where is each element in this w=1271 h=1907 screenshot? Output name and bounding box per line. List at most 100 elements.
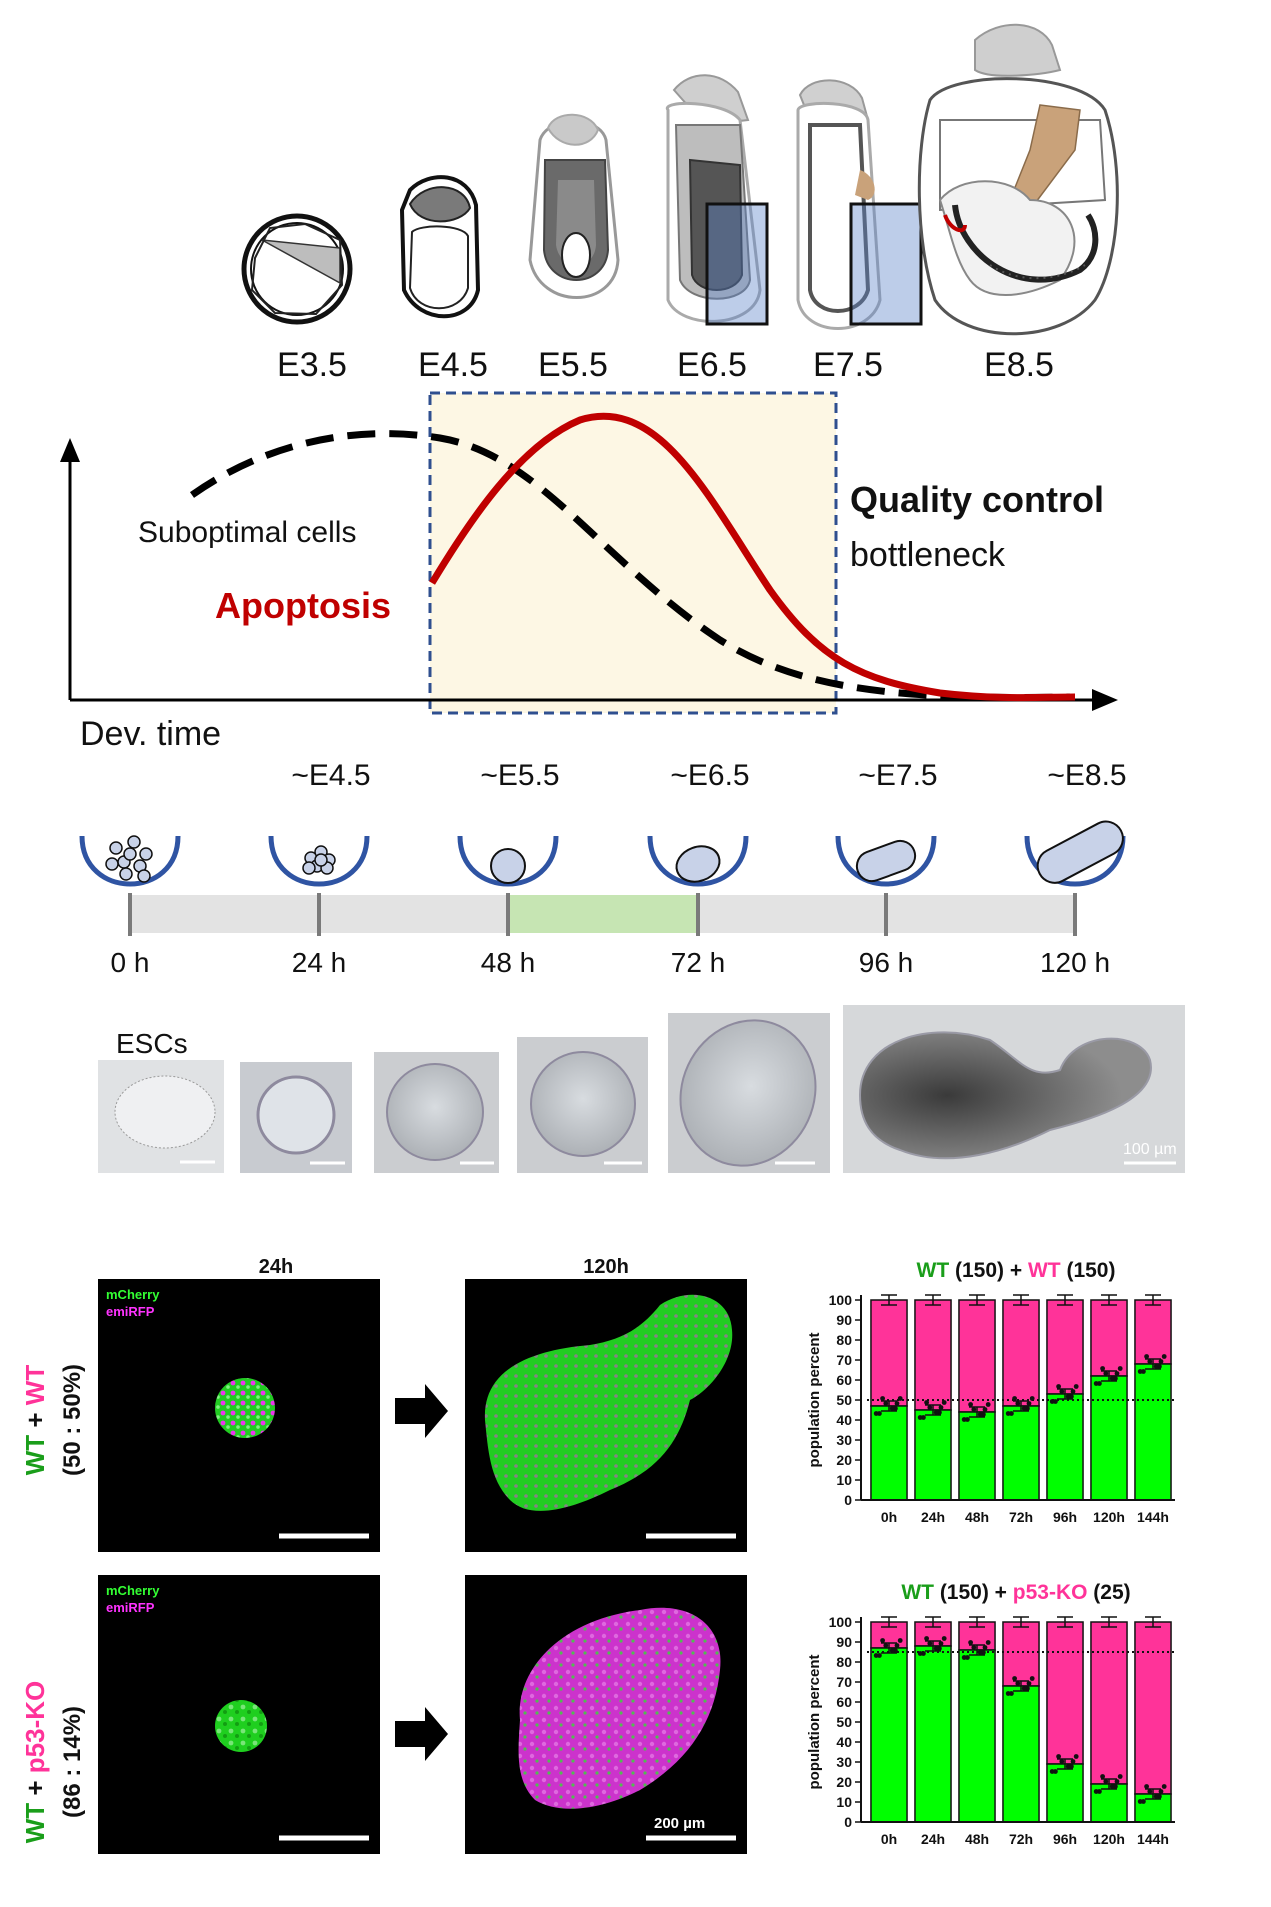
- replicate-point: [1012, 1676, 1017, 1681]
- timeline-equivalent-label: ~E4.5: [291, 759, 370, 792]
- cell-1: [127, 835, 141, 849]
- replicate-point: [1065, 1394, 1071, 1399]
- y-tick-label: 90: [836, 1634, 852, 1650]
- replicate-point: [924, 1636, 929, 1641]
- timeline-equivalent-label: ~E7.5: [858, 759, 937, 792]
- x-tick-label: 144h: [1137, 1831, 1169, 1847]
- replicate-point: [971, 1645, 977, 1650]
- bar-segment-mcherry: [914, 1409, 952, 1501]
- bar-segment-mcherry: [914, 1645, 952, 1823]
- replicate-point: [982, 1407, 988, 1412]
- replicate-point: [883, 1401, 889, 1406]
- replicate-point: [1021, 1406, 1027, 1411]
- timeline-hour-label: 0 h: [111, 947, 150, 978]
- replicate-point: [1161, 1354, 1167, 1359]
- cell-7: [119, 867, 133, 881]
- replicate-point: [1056, 1754, 1061, 1759]
- row2-arrow: [395, 1707, 448, 1761]
- replicate-point: [1147, 1789, 1153, 1794]
- replicate-point: [1161, 1784, 1167, 1789]
- y-tick-label: 40: [836, 1412, 852, 1428]
- timeline-hour-label: 72 h: [671, 947, 726, 978]
- replicate-point: [1029, 1676, 1035, 1681]
- y-tick-label: 80: [836, 1654, 852, 1670]
- replicate-point: [985, 1640, 991, 1645]
- aggregate-cell-6: [314, 853, 328, 867]
- replicate-point: [977, 1412, 983, 1417]
- replicate-point: [1049, 1769, 1055, 1774]
- replicate-point: [1153, 1794, 1159, 1799]
- replicate-point: [933, 1410, 939, 1415]
- embryo-e5-5-illustration: [528, 113, 620, 299]
- bar-segment-mcherry: [1002, 1685, 1040, 1823]
- x-tick-label: 72h: [1009, 1831, 1033, 1847]
- organoid-48h: [490, 848, 526, 884]
- replicate-point: [1144, 1354, 1149, 1359]
- cell-2: [139, 847, 153, 861]
- x-tick-label: 96h: [1053, 1509, 1077, 1525]
- embryo-e7-5-illustration: [796, 79, 923, 330]
- micrograph-96h: [668, 1013, 830, 1173]
- x-tick-label: 24h: [921, 1831, 945, 1847]
- replicate-point: [1015, 1401, 1021, 1406]
- x-axis-arrow: [1092, 689, 1118, 711]
- chart-wt-wt: WT (150) + WT (150) population percent 0h 2…: [806, 1259, 1175, 1525]
- chart-title: WT (150) + WT (150): [917, 1259, 1116, 1282]
- bar-segment-emirfp: [1134, 1299, 1172, 1365]
- cell-5: [105, 857, 119, 871]
- x-tick-label: 24h: [921, 1509, 945, 1525]
- replicate-point: [924, 1400, 929, 1405]
- cell-0: [109, 841, 123, 855]
- replicate-point: [1137, 1369, 1143, 1374]
- timeline-equivalent-label: ~E6.5: [670, 759, 749, 792]
- x-tick-label: 120h: [1093, 1831, 1125, 1847]
- brightfield-micrographs: ESCs: [98, 1005, 1185, 1173]
- legend-mcherry-2: mCherry: [106, 1583, 160, 1598]
- x-tick-label: 144h: [1137, 1509, 1169, 1525]
- replicate-point: [1100, 1366, 1105, 1371]
- bar-segment-emirfp: [870, 1299, 908, 1407]
- legend-emirfp-2: emiRFP: [106, 1600, 155, 1615]
- replicate-point: [961, 1417, 967, 1422]
- bar-segment-emirfp: [958, 1299, 996, 1413]
- embryo-e8-5-illustration: [917, 23, 1119, 336]
- replicate-point: [1109, 1784, 1115, 1789]
- timeline-highlight: [508, 895, 698, 933]
- stage-label-e3-5: E3.5: [277, 346, 347, 384]
- timeline-hour-label: 120 h: [1040, 947, 1110, 978]
- y-axis-label: population percent: [806, 1332, 823, 1467]
- replicate-point: [894, 1643, 900, 1648]
- esc-label: ESCs: [116, 1028, 188, 1059]
- apoptosis-curve-diagram: Suboptimal cells Apoptosis Quality contr…: [60, 391, 1118, 753]
- well-0: [79, 835, 181, 887]
- bar-segment-emirfp: [1090, 1299, 1128, 1377]
- y-tick-label: 50: [836, 1392, 852, 1408]
- bar-segment-emirfp: [1046, 1299, 1084, 1395]
- replicate-point: [1153, 1364, 1159, 1369]
- stage-labels: E3.5 E4.5 E5.5 E6.5 E7.5 E8.5: [277, 346, 1054, 384]
- bar-segment-mcherry: [870, 1647, 908, 1823]
- fluor-scale-label: 200 µm: [654, 1815, 705, 1832]
- replicate-point: [880, 1638, 885, 1643]
- row2-ratio-label: (86 : 14%): [59, 1706, 86, 1818]
- replicate-point: [1158, 1789, 1164, 1794]
- x-tick-label: 120h: [1093, 1509, 1125, 1525]
- fluorescence-panels: 24h 120h WT + WT (50 : 50%) WT + p53-KO …: [20, 1256, 747, 1854]
- replicate-point: [933, 1646, 939, 1651]
- replicate-point: [1114, 1779, 1120, 1784]
- y-tick-label: 100: [829, 1614, 853, 1630]
- bar-segment-emirfp: [914, 1299, 952, 1411]
- suboptimal-cells-curve: [189, 430, 1071, 701]
- embryo-e6-5-illustration: [666, 74, 769, 326]
- e7-5-region-box: [849, 202, 923, 326]
- replicate-point: [1103, 1371, 1109, 1376]
- y-tick-label: 10: [836, 1472, 852, 1488]
- replicate-point: [1093, 1381, 1099, 1386]
- well-3: [647, 835, 749, 887]
- y-tick-label: 10: [836, 1794, 852, 1810]
- replicate-point: [889, 1406, 895, 1411]
- quality-control-label: Quality control: [850, 479, 1104, 520]
- micrograph-48h: [374, 1052, 499, 1173]
- y-axis-arrow: [60, 438, 80, 462]
- well-4: [835, 835, 937, 887]
